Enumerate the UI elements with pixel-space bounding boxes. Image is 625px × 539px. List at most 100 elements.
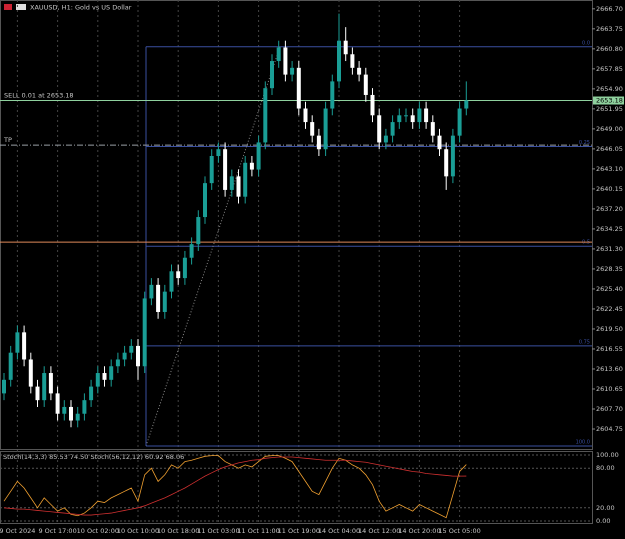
y-tick-label: 2634.25 bbox=[596, 225, 623, 233]
candle-body bbox=[424, 108, 429, 123]
candle-body bbox=[296, 67, 301, 109]
indicator-tick-label: 0.00 bbox=[596, 517, 610, 525]
x-tick-label: 10 Oct 02:00 bbox=[77, 527, 119, 535]
candle-body bbox=[203, 183, 207, 218]
tp-label: TP bbox=[3, 136, 12, 144]
y-tick-label: 2619.50 bbox=[596, 325, 623, 333]
indicator-tick-label: 80.00 bbox=[596, 464, 615, 472]
candle-body bbox=[236, 176, 241, 197]
candle-body bbox=[35, 386, 40, 401]
main-frame bbox=[0, 0, 593, 450]
y-tick-label: 2654.90 bbox=[596, 85, 623, 93]
candle-body bbox=[102, 373, 107, 380]
candle-body bbox=[256, 142, 261, 170]
candle-body bbox=[430, 122, 435, 136]
candle-body bbox=[176, 271, 181, 279]
candle-body bbox=[337, 40, 341, 82]
candle-body bbox=[343, 40, 348, 55]
candle-body bbox=[243, 162, 248, 197]
x-tick-label: 14 Oct 04:00 bbox=[318, 527, 360, 535]
candle-body bbox=[82, 400, 87, 414]
candle-body bbox=[410, 115, 415, 123]
y-tick-label: 2628.35 bbox=[596, 265, 623, 273]
candle-body bbox=[263, 88, 268, 143]
y-tick-label: 2610.65 bbox=[596, 385, 623, 393]
candle-body bbox=[417, 108, 422, 123]
candle-body bbox=[169, 271, 174, 292]
candle-body bbox=[357, 67, 362, 75]
y-tick-label: 2649.00 bbox=[596, 125, 623, 133]
x-tick-label: 14 Oct 20:00 bbox=[398, 527, 440, 535]
candle-body bbox=[216, 149, 221, 156]
x-tick-label: 9 Oct 17:00 bbox=[38, 527, 76, 535]
x-tick-label: 9 Oct 2024 bbox=[0, 527, 35, 535]
bid-label: 2653.18 bbox=[596, 97, 623, 105]
candle-body bbox=[457, 108, 462, 136]
candle-body bbox=[283, 47, 288, 75]
candle-body bbox=[189, 244, 194, 258]
x-tick-label: 11 Oct 11:00 bbox=[237, 527, 279, 535]
fib-label: 0.75 bbox=[579, 339, 590, 345]
candle-body bbox=[464, 100, 469, 109]
chart-icon bbox=[16, 4, 26, 10]
candle-body bbox=[182, 257, 187, 279]
candle-body bbox=[323, 108, 328, 150]
candle-body bbox=[229, 176, 234, 190]
y-tick-label: 2631.30 bbox=[596, 245, 623, 253]
candle-body bbox=[142, 298, 147, 367]
x-tick-label: 11 Oct 19:00 bbox=[278, 527, 320, 535]
candle-body bbox=[62, 406, 67, 414]
candle-body bbox=[42, 373, 47, 401]
y-tick-label: 2616.55 bbox=[596, 345, 623, 353]
candle-body bbox=[55, 393, 60, 414]
indicator-frame bbox=[0, 451, 593, 524]
candle-body bbox=[28, 359, 33, 387]
y-tick-label: 2651.95 bbox=[596, 105, 623, 113]
candle-body bbox=[390, 122, 395, 136]
candle-body bbox=[316, 135, 321, 150]
candle-body bbox=[270, 61, 274, 89]
candle-body bbox=[89, 386, 94, 401]
candle-body bbox=[196, 217, 201, 245]
candle-body bbox=[136, 345, 140, 367]
y-tick-label: 2613.60 bbox=[596, 365, 623, 373]
candle-body bbox=[249, 162, 254, 170]
y-tick-label: 2646.05 bbox=[596, 145, 623, 153]
indicator-line bbox=[3, 456, 467, 516]
indicator-title: Stoch(14,3,3) 85.53 74.50 Stoch(56,12,12… bbox=[3, 453, 184, 461]
y-tick-label: 2607.70 bbox=[596, 405, 623, 413]
candle-body bbox=[276, 47, 281, 62]
y-tick-label: 2637.20 bbox=[596, 205, 623, 213]
x-tick-label: 14 Oct 12:00 bbox=[358, 527, 400, 535]
candle-body bbox=[437, 135, 442, 150]
y-tick-label: 2625.40 bbox=[596, 285, 623, 293]
fib-label: 0.5 bbox=[582, 240, 590, 246]
candle-body bbox=[15, 332, 20, 353]
y-tick-label: 2660.80 bbox=[596, 45, 623, 53]
x-tick-label: 10 Oct 10:00 bbox=[117, 527, 159, 535]
candle-body bbox=[397, 115, 402, 123]
y-tick-label: 2663.75 bbox=[596, 25, 623, 33]
candle-body bbox=[290, 67, 295, 75]
bid-box bbox=[593, 96, 624, 105]
candle-body bbox=[129, 345, 134, 353]
candle-body bbox=[209, 155, 214, 184]
x-tick-label: 11 Oct 03:00 bbox=[197, 527, 239, 535]
candle-body bbox=[330, 81, 335, 109]
candle-body bbox=[22, 332, 27, 360]
x-tick-label: 15 Oct 05:00 bbox=[438, 527, 480, 535]
fib-label: 0.0 bbox=[582, 40, 590, 46]
candle-body bbox=[69, 406, 73, 421]
fib-trend bbox=[145, 46, 281, 447]
candle-body bbox=[109, 366, 114, 380]
order-label: SELL 0.01 at 2653.18 bbox=[4, 92, 74, 100]
chart-title: XAUUSD, H1: Gold vs US Dollar bbox=[30, 4, 132, 12]
indicator-tick-label: 100.00 bbox=[596, 451, 619, 459]
candle-body bbox=[303, 108, 308, 123]
candle-body bbox=[383, 135, 388, 143]
y-tick-label: 2643.10 bbox=[596, 165, 623, 173]
candle-body bbox=[162, 291, 167, 312]
candle-body bbox=[115, 359, 120, 367]
fib-label: 100.0 bbox=[576, 439, 590, 445]
